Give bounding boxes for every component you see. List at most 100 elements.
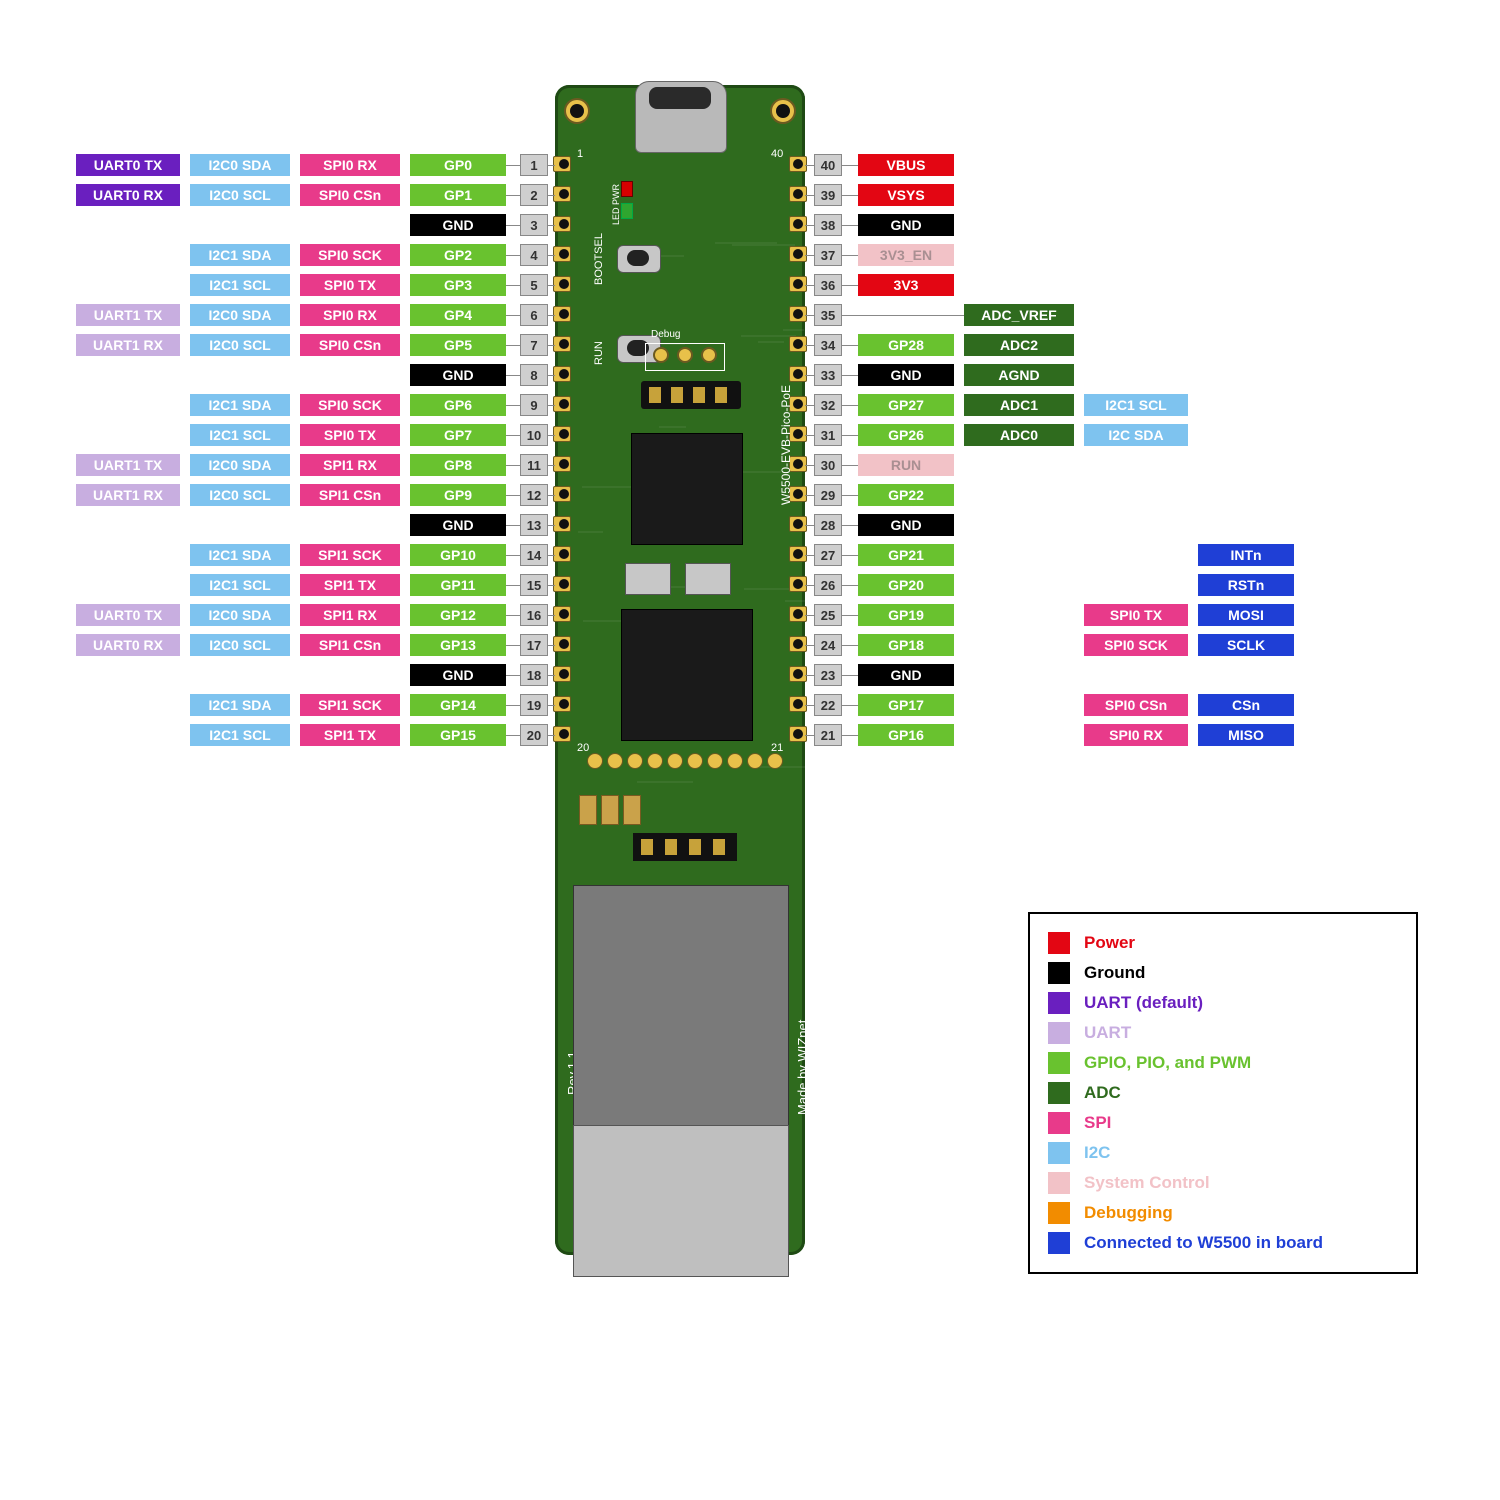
tag-ground: GND (858, 364, 954, 386)
tag-spi: SPI1 RX (300, 604, 400, 626)
tag-spi: SPI0 CSn (300, 184, 400, 206)
pin-13: 13 (520, 514, 548, 536)
tag-gpio: GP8 (410, 454, 506, 476)
tag-spi: SPI1 SCK (300, 544, 400, 566)
tag-adc: ADC_VREF (964, 304, 1074, 326)
tag-ground: GND (410, 364, 506, 386)
tag-gpio: GP9 (410, 484, 506, 506)
tag-spi: SPI0 CSn (1084, 694, 1188, 716)
tag-ground: GND (410, 664, 506, 686)
tag-gpio: GP1 (410, 184, 506, 206)
tag-gpio: GP16 (858, 724, 954, 746)
tag-gpio: GP7 (410, 424, 506, 446)
tag-i2c: I2C0 SCL (190, 334, 290, 356)
pin-17: 17 (520, 634, 548, 656)
tag-i2c: I2C1 SDA (190, 544, 290, 566)
tag-i2c: I2C1 SDA (190, 394, 290, 416)
tag-syscontrol: 3V3_EN (858, 244, 954, 266)
tag-gpio: GP0 (410, 154, 506, 176)
tag-gpio: GP3 (410, 274, 506, 296)
tag-gpio: GP12 (410, 604, 506, 626)
tag-i2c: I2C0 SDA (190, 454, 290, 476)
pin-22: 22 (814, 694, 842, 716)
pin-8: 8 (520, 364, 548, 386)
legend-label-debugging: Debugging (1084, 1203, 1173, 1223)
tag-power: 3V3 (858, 274, 954, 296)
tag-adc: ADC0 (964, 424, 1074, 446)
tag-uart: UART1 RX (76, 334, 180, 356)
tag-gpio: GP20 (858, 574, 954, 596)
tag-uart_default: UART0 RX (76, 184, 180, 206)
tag-gpio: GP26 (858, 424, 954, 446)
pin-2: 2 (520, 184, 548, 206)
pin-5: 5 (520, 274, 548, 296)
tag-spi: SPI0 TX (300, 424, 400, 446)
legend-label-ground: Ground (1084, 963, 1145, 983)
pin-30: 30 (814, 454, 842, 476)
legend-label-w5500: Connected to W5500 in board (1084, 1233, 1323, 1253)
pin-14: 14 (520, 544, 548, 566)
legend-label-syscontrol: System Control (1084, 1173, 1210, 1193)
tag-gpio: GP27 (858, 394, 954, 416)
legend-label-adc: ADC (1084, 1083, 1121, 1103)
tag-spi: SPI1 CSn (300, 484, 400, 506)
tag-gpio: GP10 (410, 544, 506, 566)
tag-gpio: GP19 (858, 604, 954, 626)
tag-gpio: GP4 (410, 304, 506, 326)
tag-spi: SPI0 RX (300, 154, 400, 176)
tag-spi: SPI1 TX (300, 574, 400, 596)
pin-18: 18 (520, 664, 548, 686)
tag-uart: UART1 TX (76, 304, 180, 326)
legend-label-power: Power (1084, 933, 1135, 953)
pin-37: 37 (814, 244, 842, 266)
tag-ground: GND (858, 514, 954, 536)
tag-gpio: GP18 (858, 634, 954, 656)
legend-swatch-spi (1048, 1112, 1070, 1134)
pin-25: 25 (814, 604, 842, 626)
legend-swatch-syscontrol (1048, 1172, 1070, 1194)
tag-gpio: GP17 (858, 694, 954, 716)
pin-35: 35 (814, 304, 842, 326)
tag-gpio: GP28 (858, 334, 954, 356)
pin-12: 12 (520, 484, 548, 506)
legend-swatch-power (1048, 932, 1070, 954)
tag-gpio: GP21 (858, 544, 954, 566)
tag-i2c: I2C1 SDA (190, 244, 290, 266)
legend: PowerGroundUART (default)UARTGPIO, PIO, … (1028, 912, 1418, 1274)
legend-swatch-uart_default (1048, 992, 1070, 1014)
legend-swatch-w5500 (1048, 1232, 1070, 1254)
tag-spi: SPI0 CSn (300, 334, 400, 356)
pin-16: 16 (520, 604, 548, 626)
pin-29: 29 (814, 484, 842, 506)
tag-i2c: I2C1 SCL (190, 724, 290, 746)
tag-adc: ADC1 (964, 394, 1074, 416)
tag-gpio: GP6 (410, 394, 506, 416)
pin-38: 38 (814, 214, 842, 236)
tag-gpio: GP14 (410, 694, 506, 716)
legend-label-spi: SPI (1084, 1113, 1111, 1133)
tag-adc: ADC2 (964, 334, 1074, 356)
tag-spi: SPI0 RX (300, 304, 400, 326)
tag-power: VSYS (858, 184, 954, 206)
legend-label-uart: UART (1084, 1023, 1131, 1043)
tag-spi: SPI1 CSn (300, 634, 400, 656)
tag-i2c: I2C1 SCL (1084, 394, 1188, 416)
tag-w5500: INTn (1198, 544, 1294, 566)
tag-i2c: I2C0 SDA (190, 604, 290, 626)
tag-syscontrol: RUN (858, 454, 954, 476)
pin-39: 39 (814, 184, 842, 206)
pin-7: 7 (520, 334, 548, 356)
legend-swatch-gpio (1048, 1052, 1070, 1074)
pin-15: 15 (520, 574, 548, 596)
pin-3: 3 (520, 214, 548, 236)
tag-w5500: MISO (1198, 724, 1294, 746)
legend-swatch-debugging (1048, 1202, 1070, 1224)
legend-label-uart_default: UART (default) (1084, 993, 1203, 1013)
tag-i2c: I2C1 SDA (190, 694, 290, 716)
tag-gpio: GP15 (410, 724, 506, 746)
tag-spi: SPI1 SCK (300, 694, 400, 716)
pin-21: 21 (814, 724, 842, 746)
tag-w5500: SCLK (1198, 634, 1294, 656)
tag-ground: GND (858, 664, 954, 686)
tag-spi: SPI1 RX (300, 454, 400, 476)
